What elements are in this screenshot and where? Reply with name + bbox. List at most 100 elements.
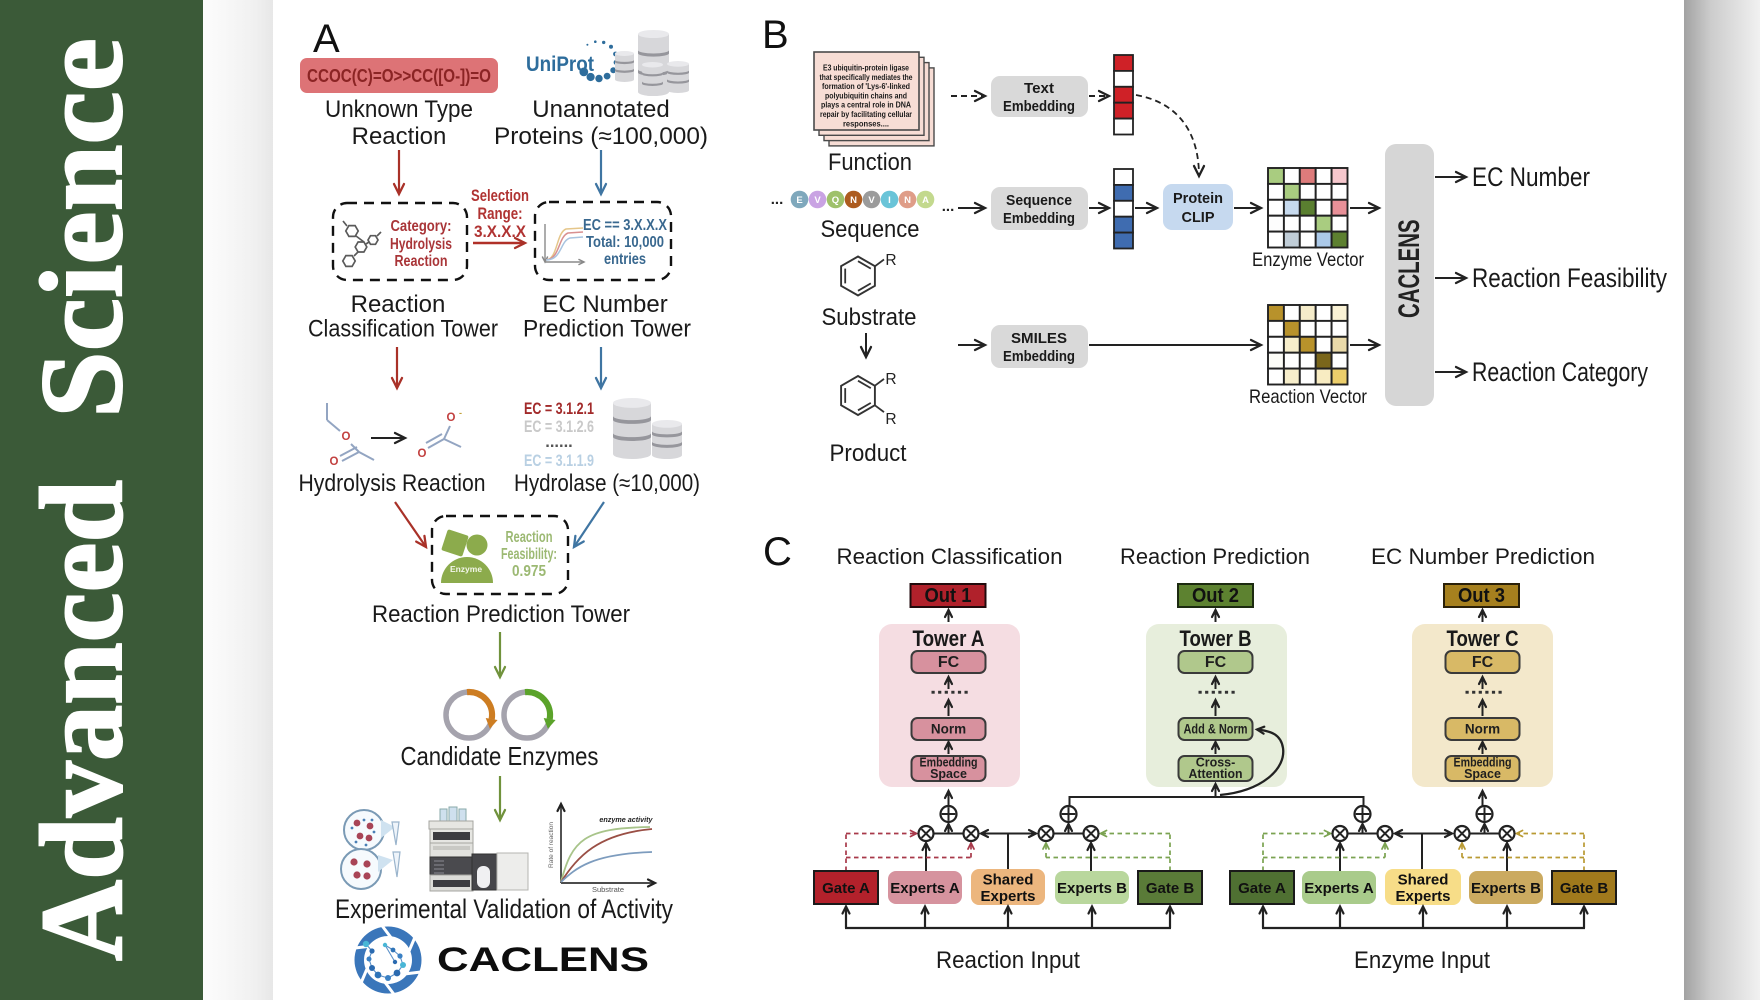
svg-text:C: C	[763, 530, 792, 574]
svg-text:N: N	[850, 195, 857, 206]
svg-text:Rate of reaction: Rate of reaction	[548, 822, 555, 868]
svg-text:plays a central role in DNA: plays a central role in DNA	[821, 101, 911, 110]
svg-text:A: A	[922, 195, 929, 206]
svg-text:Classification Tower: Classification Tower	[308, 316, 498, 343]
svg-text:Embedding: Embedding	[920, 756, 978, 770]
svg-text:Tower B: Tower B	[1180, 626, 1252, 651]
svg-text:Category:: Category:	[391, 218, 452, 235]
svg-text:Tower C: Tower C	[1447, 626, 1519, 651]
svg-text:CCOC(C)=O>>CC([O-])=O: CCOC(C)=O>>CC([O-])=O	[307, 66, 491, 86]
svg-text:SMILES: SMILES	[1011, 330, 1067, 347]
svg-text:Out 1: Out 1	[925, 585, 972, 607]
svg-text:Hydrolysis: Hydrolysis	[390, 236, 452, 253]
svg-text:Out 2: Out 2	[1192, 585, 1239, 607]
svg-text:Unannotated: Unannotated	[532, 96, 669, 123]
svg-text:Proteins (≈100,000): Proteins (≈100,000)	[494, 123, 708, 150]
svg-text:O: O	[330, 456, 339, 468]
svg-text:B: B	[762, 13, 789, 57]
svg-text:Experimental Validation of Act: Experimental Validation of Activity	[335, 894, 673, 924]
svg-text:Enzyme: Enzyme	[450, 564, 482, 574]
svg-text:Norm: Norm	[1465, 722, 1500, 737]
svg-text:Reaction: Reaction	[351, 291, 446, 318]
svg-text:EC Number Prediction: EC Number Prediction	[1371, 544, 1595, 569]
svg-text:R: R	[885, 252, 896, 269]
svg-text:Substrate: Substrate	[592, 885, 624, 894]
svg-text:Total: 10,000: Total: 10,000	[586, 234, 664, 251]
svg-text:Feasibility:: Feasibility:	[501, 546, 557, 563]
svg-text:FC: FC	[938, 654, 960, 671]
svg-text:E: E	[796, 195, 802, 206]
svg-text:Norm: Norm	[931, 722, 966, 737]
svg-text:3.X.X.X: 3.X.X.X	[474, 223, 526, 241]
svg-text:Product: Product	[830, 440, 907, 467]
svg-text:Substrate: Substrate	[822, 304, 917, 331]
svg-text:Shared: Shared	[1398, 872, 1449, 889]
svg-text:Add & Norm: Add & Norm	[1184, 722, 1248, 737]
svg-text:Experts B: Experts B	[1471, 880, 1541, 897]
svg-text:Reaction Prediction Tower: Reaction Prediction Tower	[372, 601, 630, 628]
svg-text:E3 ubiquitin-protein ligase: E3 ubiquitin-protein ligase	[823, 64, 909, 73]
svg-text:EC Number: EC Number	[542, 291, 667, 318]
svg-text:Gate A: Gate A	[822, 880, 870, 897]
svg-text:Text: Text	[1024, 80, 1054, 97]
svg-text:O: O	[418, 448, 427, 460]
svg-text:Experts A: Experts A	[1304, 880, 1374, 897]
svg-text:EC == 3.X.X.X: EC == 3.X.X.X	[583, 217, 667, 234]
svg-text:repair by facilitating cellula: repair by facilitating cellular	[820, 110, 913, 119]
svg-text:Reaction Vector: Reaction Vector	[1249, 386, 1367, 408]
svg-text:O: O	[447, 412, 456, 424]
svg-text:Q: Q	[832, 195, 839, 206]
svg-text:Unknown Type: Unknown Type	[325, 96, 473, 123]
svg-text:I: I	[888, 195, 891, 206]
svg-text:Candidate Enzymes: Candidate Enzymes	[401, 741, 599, 771]
svg-text:Advanced: Advanced	[16, 480, 147, 961]
svg-text:Gate B: Gate B	[1146, 880, 1195, 897]
svg-text:responses....: responses....	[843, 119, 889, 128]
svg-text:Gate A: Gate A	[1238, 880, 1286, 897]
svg-text:R: R	[885, 371, 896, 388]
svg-text:Reaction: Reaction	[506, 529, 553, 546]
svg-text:Embedding: Embedding	[1003, 210, 1075, 227]
svg-text:Gate B: Gate B	[1560, 880, 1609, 897]
svg-text:Reaction: Reaction	[395, 253, 448, 270]
svg-text:Function: Function	[828, 149, 912, 176]
svg-text:Range:: Range:	[478, 205, 523, 223]
svg-text:FC: FC	[1472, 654, 1494, 671]
svg-text:...: ...	[771, 191, 784, 208]
svg-text:N: N	[904, 195, 911, 206]
svg-text:R: R	[885, 411, 896, 428]
svg-text:FC: FC	[1205, 654, 1227, 671]
svg-text:Attention: Attention	[1189, 767, 1243, 781]
svg-text:EC = 3.1.1.9: EC = 3.1.1.9	[524, 452, 594, 470]
svg-text:Selection: Selection	[471, 187, 529, 205]
svg-text:Experts B: Experts B	[1057, 880, 1127, 897]
svg-text:V: V	[868, 195, 875, 206]
svg-text:V: V	[814, 195, 821, 206]
svg-text:Reaction Feasibility: Reaction Feasibility	[1472, 263, 1668, 293]
svg-text:Reaction Category: Reaction Category	[1472, 357, 1649, 387]
svg-text:Reaction: Reaction	[352, 123, 447, 150]
svg-text:that specifically mediates the: that specifically mediates the	[820, 73, 913, 82]
svg-text:Science: Science	[16, 38, 147, 418]
svg-text:Sequence: Sequence	[1006, 192, 1072, 209]
svg-text:CACLENS: CACLENS	[1393, 219, 1426, 318]
svg-text:Reaction Classification: Reaction Classification	[837, 544, 1063, 569]
svg-text:EC Number: EC Number	[1472, 162, 1590, 192]
svg-text:EC = 3.1.2.6: EC = 3.1.2.6	[524, 418, 594, 436]
svg-text:Sequence: Sequence	[821, 216, 920, 243]
svg-text:Embedding: Embedding	[1003, 98, 1075, 115]
svg-text:O: O	[342, 431, 351, 443]
svg-text:entries: entries	[604, 251, 646, 268]
svg-text:Tower A: Tower A	[913, 626, 985, 651]
svg-text:EC = 3.1.2.1: EC = 3.1.2.1	[524, 400, 594, 418]
svg-text:polyubiquitin chains and: polyubiquitin chains and	[825, 91, 907, 100]
svg-text:Space: Space	[930, 767, 967, 781]
svg-text:Shared: Shared	[983, 872, 1034, 889]
svg-text:...: ...	[942, 198, 955, 215]
svg-text:Embedding: Embedding	[1003, 348, 1075, 365]
svg-text:Reaction Prediction: Reaction Prediction	[1120, 544, 1310, 569]
svg-text:CLIP: CLIP	[1182, 209, 1215, 226]
svg-text:0.975: 0.975	[512, 563, 546, 580]
svg-text:Cross-: Cross-	[1196, 756, 1236, 770]
svg-text:enzyme activity: enzyme activity	[599, 815, 653, 824]
